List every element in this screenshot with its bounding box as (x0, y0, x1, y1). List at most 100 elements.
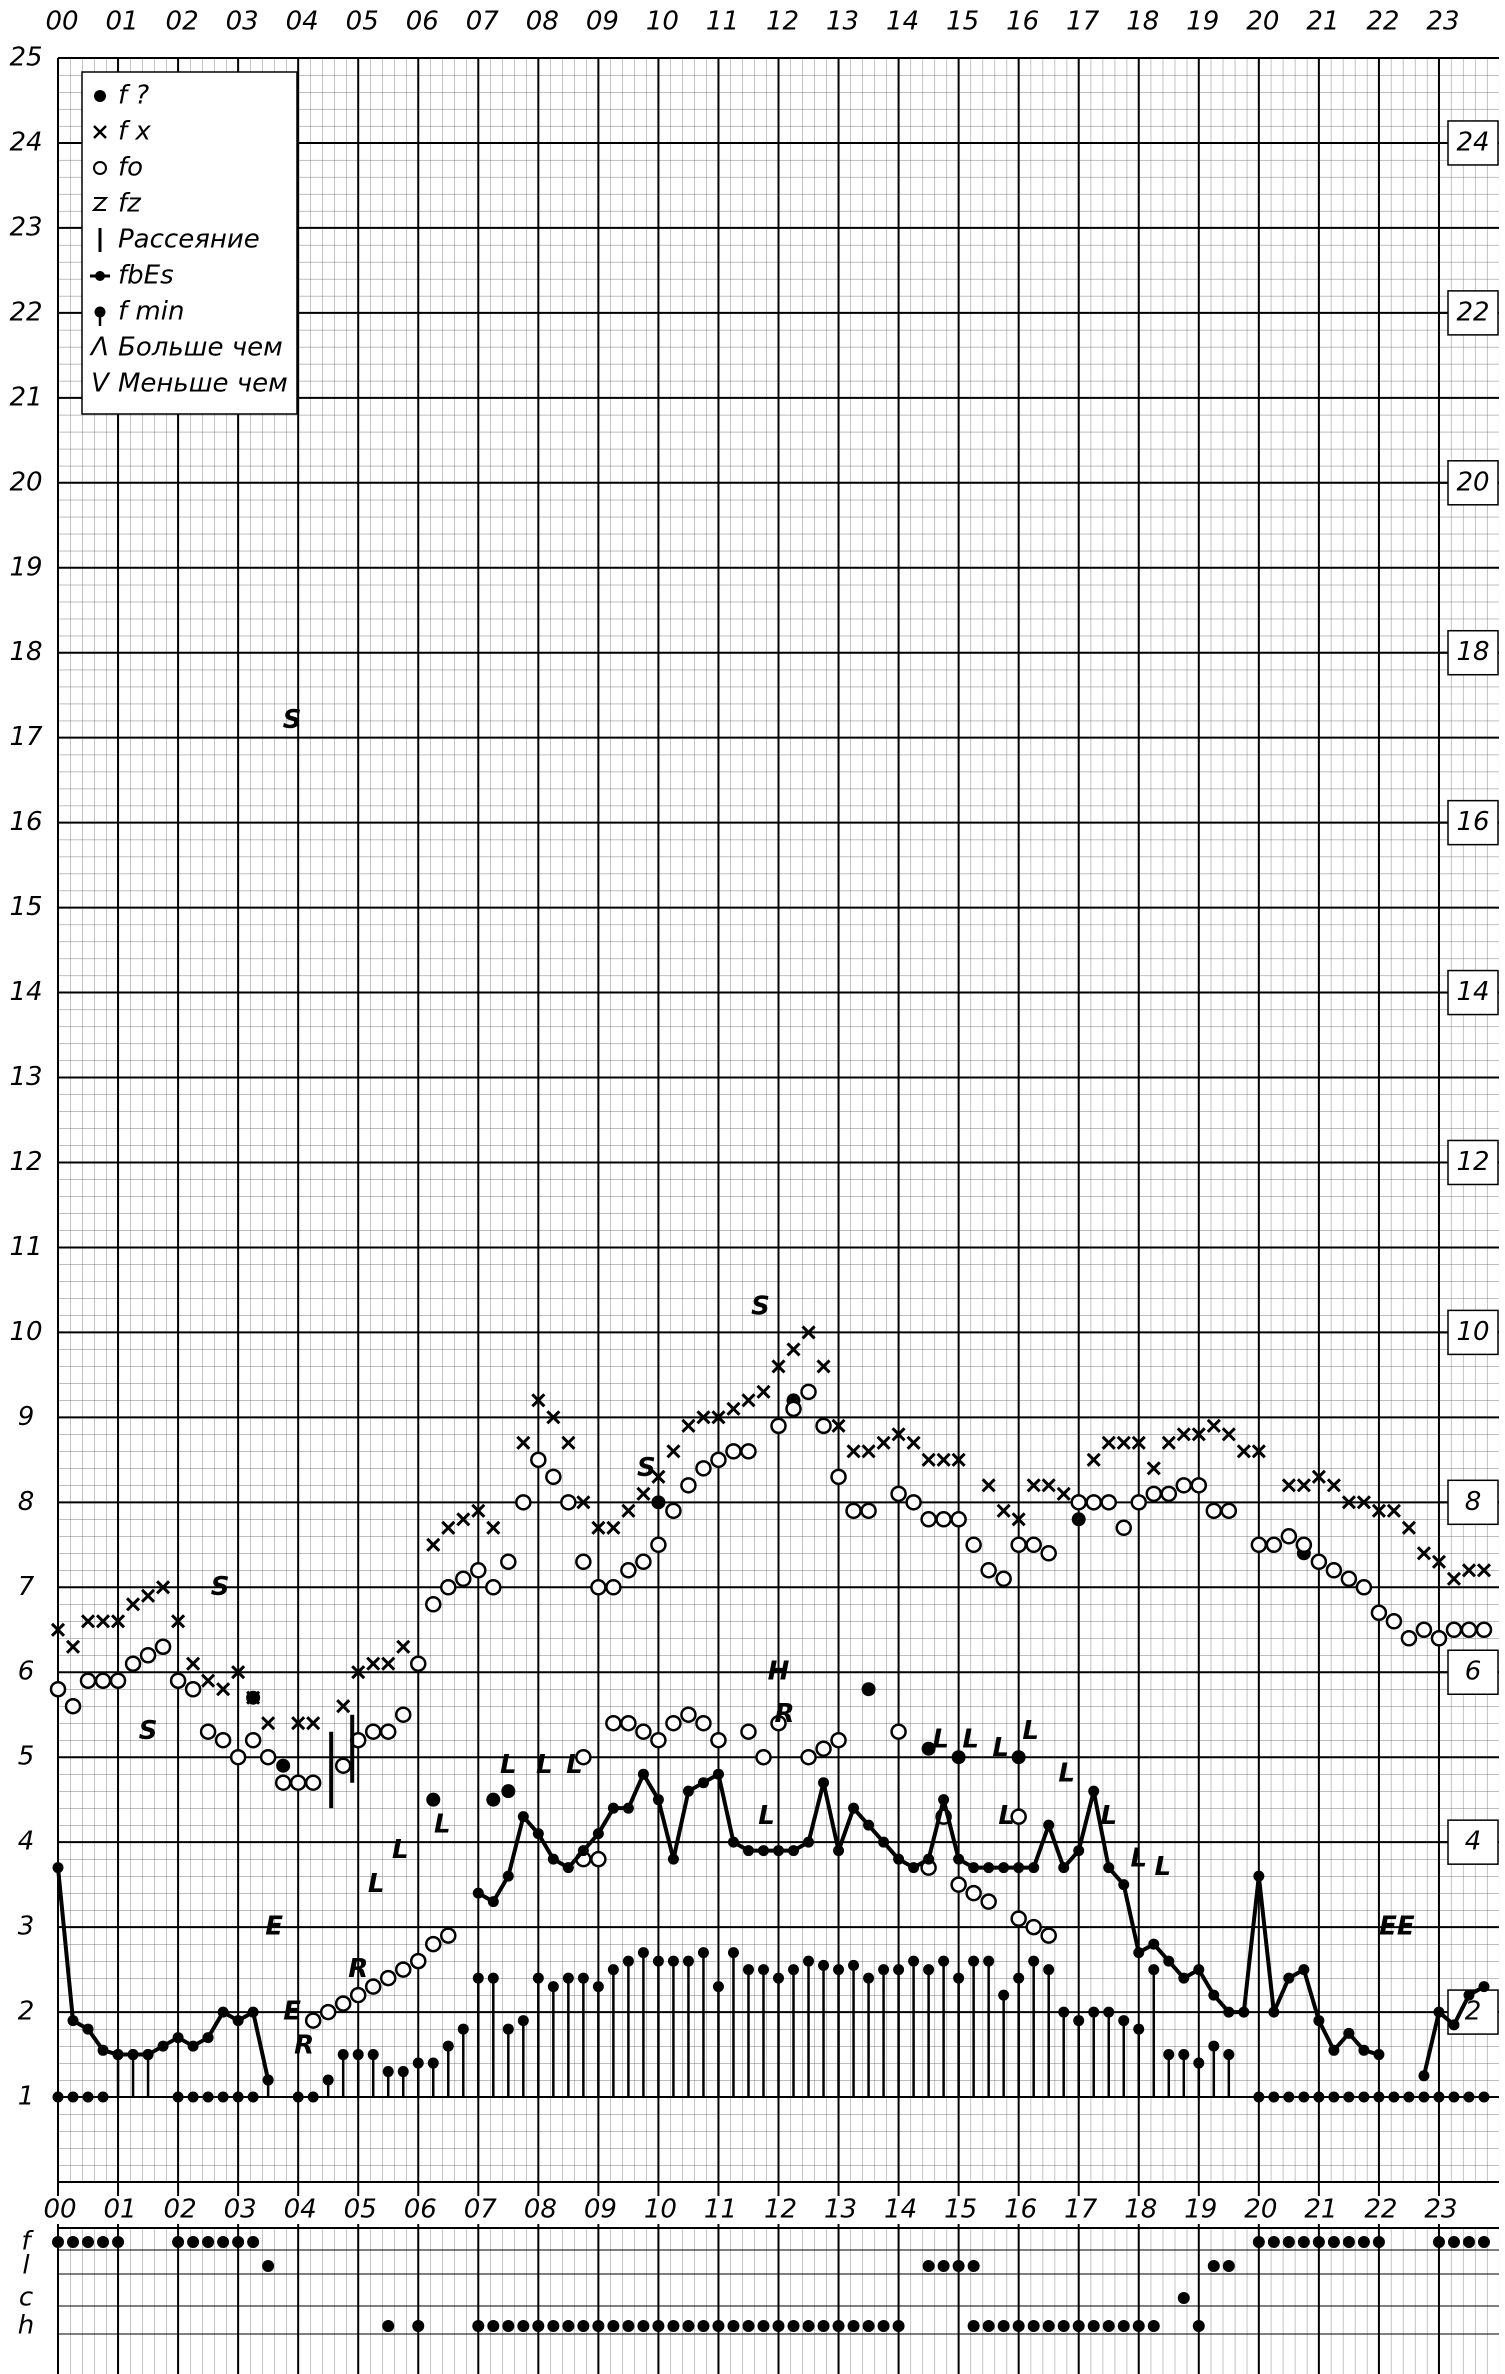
point (440, 1579, 457, 1596)
point (651, 1469, 666, 1484)
x-tick-label: 12 (764, 2195, 797, 2225)
point (139, 1646, 157, 1664)
tick-label-bg (578, 2196, 623, 2224)
strip-dot (517, 2320, 530, 2332)
y-tick-label: 14 (9, 977, 42, 1007)
point (1116, 1435, 1131, 1450)
annotation: L (932, 1725, 949, 1755)
tick-label-bg (0, 1403, 52, 1432)
point (1400, 1630, 1418, 1647)
point (157, 2040, 169, 2052)
point (801, 1325, 816, 1340)
legend-label: f x (118, 117, 151, 147)
x-tick-label: 13 (826, 7, 859, 37)
tick-label-bg (638, 2196, 683, 2224)
stem-head (1388, 2091, 1400, 2103)
point (1070, 1494, 1087, 1511)
point (1130, 1494, 1147, 1511)
point (620, 1562, 637, 1579)
stem-head (1463, 2091, 1475, 2103)
legend-label: Больше чем (118, 333, 283, 363)
point (425, 1596, 442, 1613)
stem-head (682, 1955, 694, 1967)
point (64, 1697, 82, 1715)
point (1236, 1444, 1251, 1459)
point (410, 1655, 427, 1672)
point (545, 1468, 562, 1486)
point (1161, 1435, 1176, 1450)
stem-head (1133, 2023, 1145, 2035)
stem-head (517, 2015, 529, 2027)
point (890, 1723, 907, 1740)
point (259, 1748, 277, 1766)
point (1206, 1418, 1221, 1433)
point (426, 1537, 441, 1552)
strip-dot (877, 2320, 890, 2332)
tick-label-bg (518, 2196, 563, 2224)
point (1220, 1502, 1238, 1520)
stem-head (1073, 2015, 1085, 2027)
y-tick-label: 4 (18, 1827, 35, 1857)
point (1010, 1536, 1027, 1554)
x-tick-label: 03 (224, 2195, 257, 2225)
point (908, 1862, 920, 1874)
strip-dot (817, 2320, 830, 2332)
point (1115, 1519, 1132, 1537)
point (980, 1893, 997, 1910)
point (953, 1853, 965, 1865)
y-tick-label: 13 (9, 1062, 42, 1092)
y-tick-label: 12 (9, 1147, 42, 1177)
point (755, 1748, 772, 1766)
point (1461, 1563, 1477, 1578)
point (366, 1656, 381, 1671)
strip-dot (172, 2236, 185, 2248)
x-tick-label: 19 (1186, 7, 1219, 37)
stem-head (1178, 2049, 1190, 2061)
legend-label: f ? (118, 81, 149, 111)
point (605, 1714, 622, 1732)
legend-box (81, 71, 298, 415)
point (680, 1477, 697, 1494)
stem-head (878, 1964, 890, 1976)
point (785, 1400, 802, 1418)
stem-head (938, 1955, 950, 1967)
strip-dot (1147, 2320, 1160, 2332)
tick-label-bg (0, 978, 52, 1007)
stem-head (577, 1972, 589, 1984)
annotation: L (368, 1869, 385, 1899)
annotation: L (1130, 1844, 1147, 1874)
point (891, 1427, 906, 1442)
strip-dot (1102, 2320, 1115, 2332)
point (440, 1927, 457, 1944)
point (289, 1774, 307, 1791)
legend-symbol (93, 125, 107, 139)
point (319, 2003, 337, 2021)
strip-dot (1282, 2236, 1295, 2248)
point (650, 1536, 667, 1554)
point (995, 1570, 1012, 1588)
x-tick-label: 20 (1244, 2195, 1277, 2225)
stem-head (848, 1959, 860, 1971)
point (1043, 1819, 1055, 1831)
point (1356, 1495, 1371, 1510)
point (1311, 1469, 1326, 1484)
point (742, 1845, 754, 1857)
point (1310, 1553, 1328, 1571)
point (364, 1978, 382, 1995)
point (201, 1673, 216, 1688)
legend-symbol (95, 271, 105, 281)
point (1026, 1478, 1041, 1493)
strip-dot (577, 2320, 590, 2332)
point (1131, 1435, 1146, 1450)
x-tick-label: 13 (824, 2195, 857, 2225)
point (1358, 2044, 1370, 2056)
point (1073, 1845, 1085, 1857)
strip-dot (187, 2236, 200, 2248)
stem-head (1268, 2091, 1280, 2103)
stem-head (1343, 2091, 1355, 2103)
legend-label: fz (118, 189, 142, 219)
strip-dot (802, 2320, 815, 2332)
point (487, 1896, 499, 1908)
stem-head (757, 1964, 769, 1976)
stem-head (727, 1947, 739, 1959)
